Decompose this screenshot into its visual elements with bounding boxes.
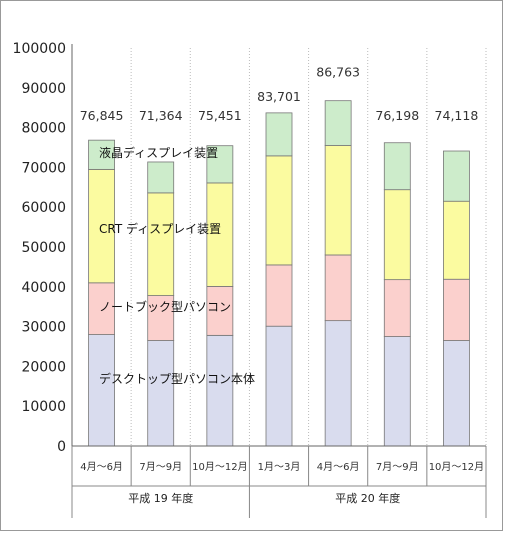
bar-segment — [383, 142, 411, 191]
bar-segment — [206, 286, 234, 336]
y-tick-label: 80000 — [21, 121, 66, 137]
bar-segment — [265, 264, 293, 327]
series-label: CRT ディスプレイ装置 — [99, 221, 221, 236]
bar-segment — [443, 278, 470, 341]
total-value-label: 86,763 — [316, 65, 360, 80]
bar-segment — [147, 340, 175, 447]
bar-segment — [88, 282, 115, 335]
total-value-label: 76,198 — [375, 108, 419, 123]
category-label: 7月〜9月 — [139, 461, 182, 473]
group-label: 平成 20 年度 — [335, 491, 400, 505]
group-label: 平成 19 年度 — [128, 491, 193, 505]
category-label: 4月〜6月 — [80, 461, 123, 473]
bar-segment — [443, 340, 470, 447]
bar-segment — [324, 254, 352, 322]
total-value-label: 71,364 — [139, 108, 183, 123]
bar-segment — [265, 325, 293, 447]
bar-segment — [88, 334, 115, 447]
bar-segment — [383, 336, 411, 447]
series-label: ノートブック型パソコン — [99, 299, 231, 314]
bar-segment — [147, 161, 175, 194]
bar-segment — [324, 145, 352, 256]
grid-layer — [130, 48, 487, 446]
category-label: 1月〜3月 — [258, 461, 301, 473]
y-tick-label: 70000 — [21, 160, 66, 176]
category-label: 10月〜12月 — [192, 461, 247, 473]
bar-segment — [324, 100, 352, 146]
bar-segment — [443, 150, 470, 202]
bar-segment — [383, 279, 411, 337]
y-tick-label: 10000 — [21, 399, 66, 415]
y-tick-label: 90000 — [21, 81, 66, 97]
category-label: 4月〜6月 — [317, 461, 360, 473]
y-tick-label: 50000 — [21, 240, 66, 256]
bar-segment — [383, 189, 411, 281]
bar-segment — [147, 192, 175, 296]
bar-segment — [265, 112, 293, 157]
bar-segment — [147, 295, 175, 341]
total-label-layer: 76,845 71,364 75,451 83,701 86,763 76,198 74,1… — [80, 65, 479, 123]
bar-segment — [206, 145, 234, 184]
category-label: 7月〜9月 — [376, 461, 419, 473]
y-tick-label: 60000 — [21, 200, 66, 216]
total-value-label: 75,451 — [198, 108, 242, 123]
y-tick-label: 30000 — [21, 320, 66, 336]
bar-layer — [88, 100, 470, 447]
series-label: デスクトップ型パソコン本体 — [99, 371, 255, 386]
y-tick-label: 100000 — [13, 41, 66, 57]
series-label: 液晶ディスプレイ装置 — [99, 145, 218, 160]
y-tick-label: 0 — [57, 439, 66, 455]
total-value-label: 83,701 — [257, 89, 301, 104]
bar-segment — [265, 155, 293, 266]
y-tick-label: 40000 — [21, 280, 66, 296]
bar-segment — [88, 139, 115, 170]
total-value-label: 76,845 — [80, 108, 124, 123]
category-axis-layer: 4月〜6月 7月〜9月 10月〜12月 1月〜3月 4月〜6月 7月〜9月 10月〜12月平… — [71, 446, 487, 518]
category-label: 10月〜12月 — [429, 461, 484, 473]
bar-segment — [324, 320, 352, 447]
axis-layer: 0 10000 20000 30000 40000 50000 60000 70000 8000… — [13, 41, 486, 455]
y-tick-label: 20000 — [21, 359, 66, 375]
bar-segment — [443, 200, 470, 280]
bar-segment — [206, 334, 234, 447]
total-value-label: 74,118 — [435, 108, 479, 123]
